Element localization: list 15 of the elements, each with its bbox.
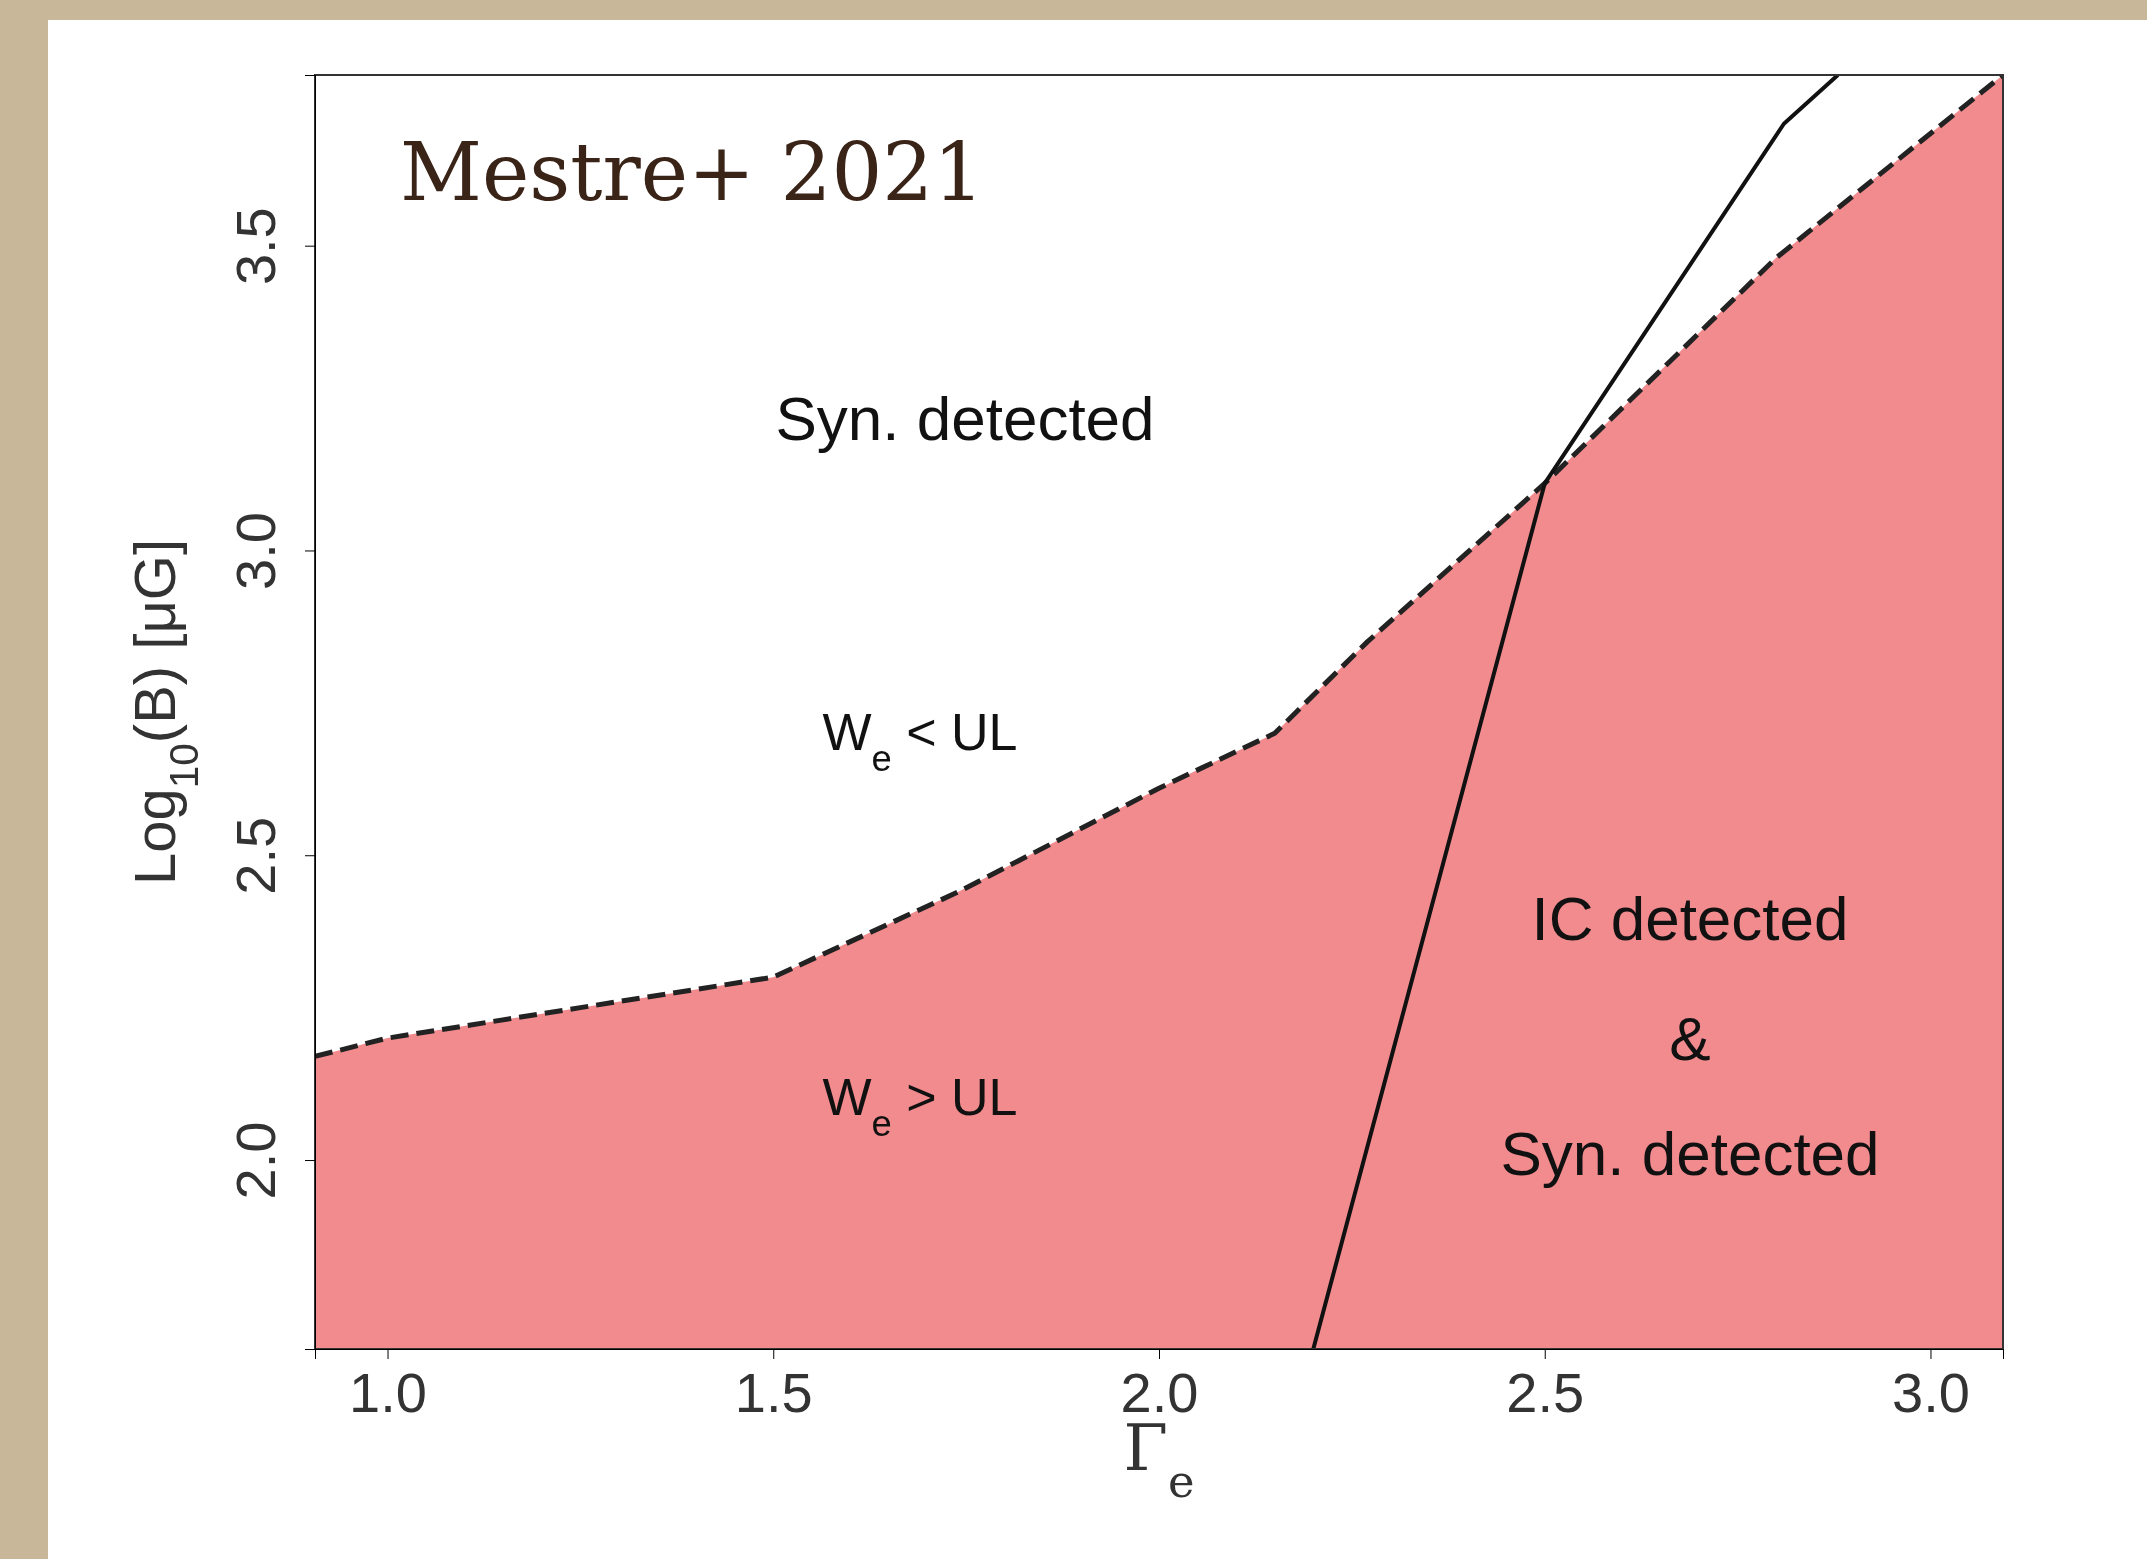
annotation: Mestre+ 2021: [400, 126, 985, 219]
y-tick-label: 2.0: [224, 1121, 287, 1200]
x-tick-label: 1.0: [349, 1361, 427, 1425]
annotation: IC detected: [1531, 884, 1849, 953]
annotation: W$_{e}$ > UL: [822, 1068, 1018, 1144]
annotation: Syn. detected: [1500, 1119, 1880, 1188]
annotation: &: [1669, 1004, 1711, 1073]
y-tick-label: 2.5: [224, 816, 287, 895]
x-tick-label: 3.0: [1892, 1361, 1970, 1425]
y-tick-label: 3.0: [224, 512, 287, 590]
x-tick-label: 2.5: [1506, 1361, 1585, 1425]
annotation: Syn. detected: [775, 384, 1155, 453]
y-tick-label: 3.5: [224, 207, 287, 286]
x-tick-label: 1.5: [734, 1361, 813, 1425]
annotation: W$_{e}$ < UL: [822, 703, 1018, 779]
